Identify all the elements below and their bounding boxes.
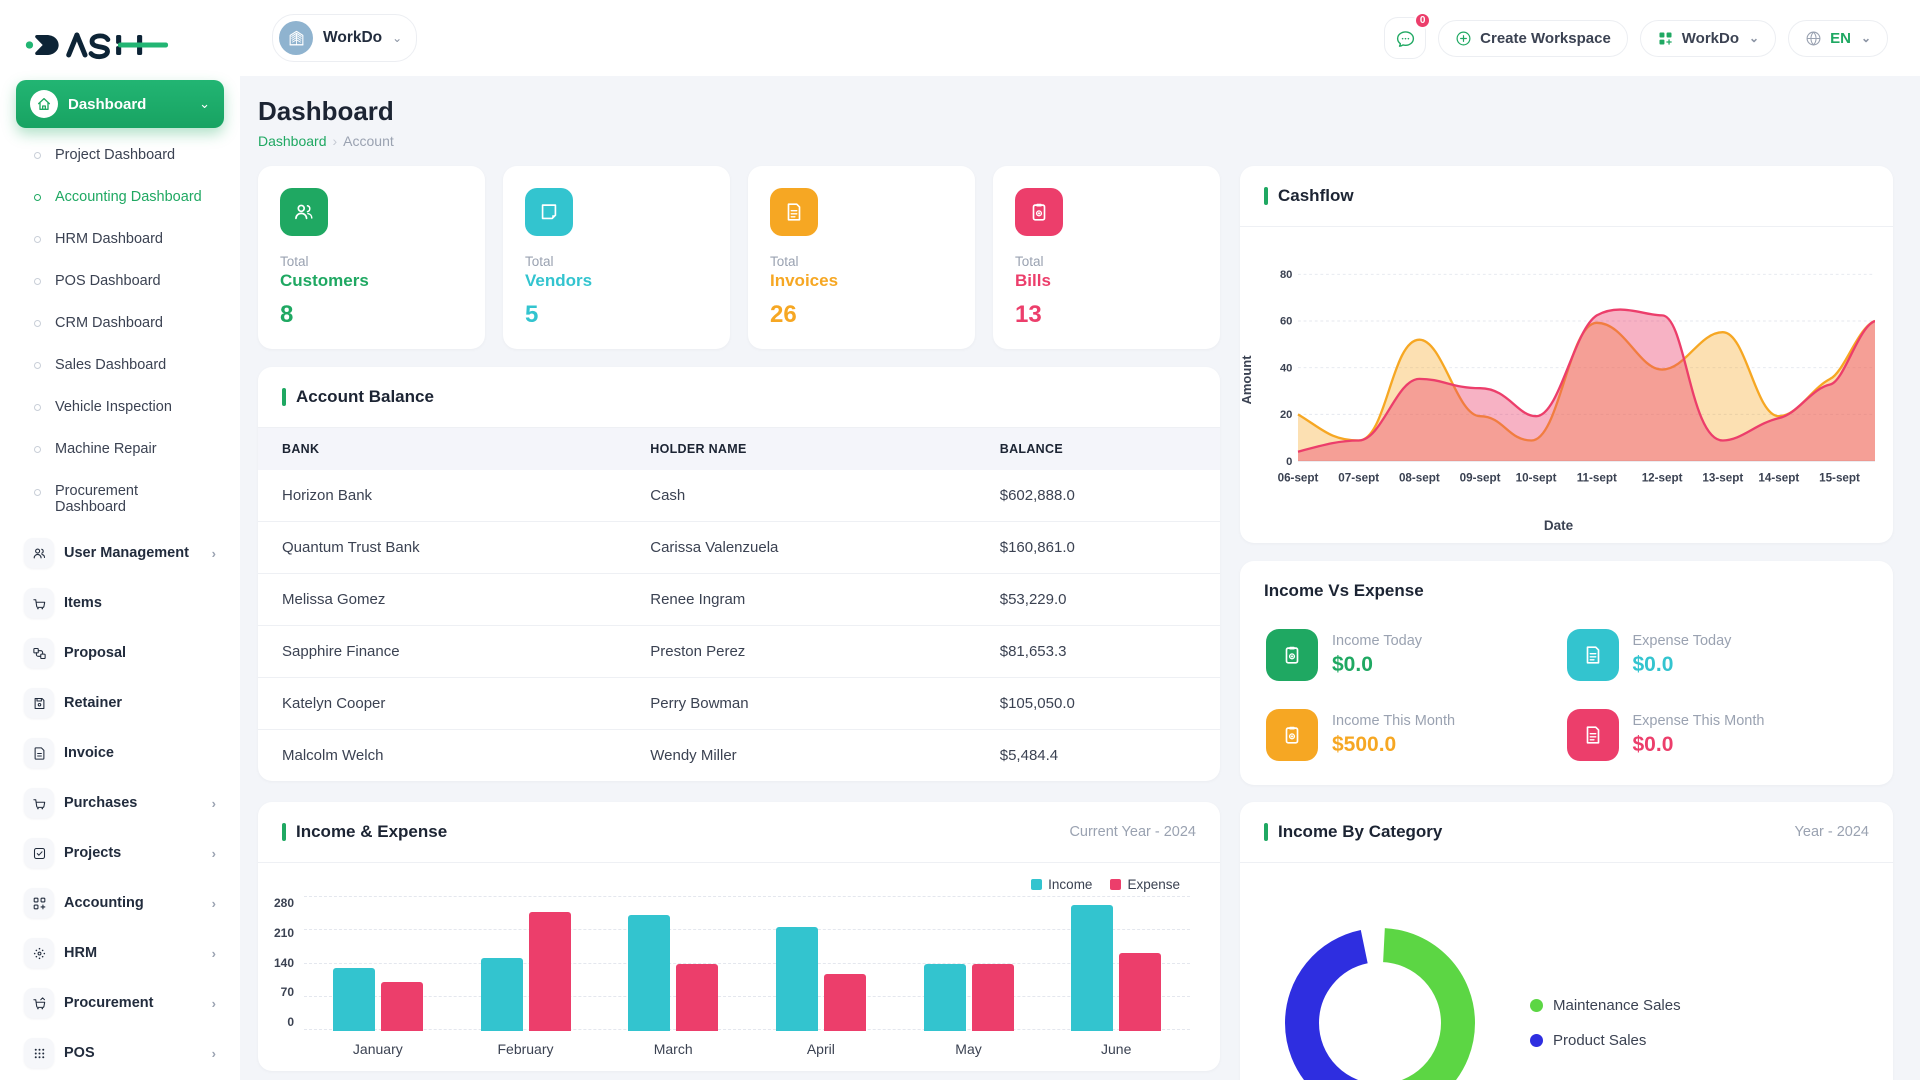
svg-text:14-sept: 14-sept <box>1758 472 1799 485</box>
svg-text:0: 0 <box>1286 456 1292 468</box>
svg-text:20: 20 <box>1280 409 1292 421</box>
svg-text:10-sept: 10-sept <box>1516 472 1557 485</box>
svg-text:07-sept: 07-sept <box>1338 472 1379 485</box>
svg-text:15-sept: 15-sept <box>1819 472 1860 485</box>
svg-text:12-sept: 12-sept <box>1642 472 1683 485</box>
svg-text:40: 40 <box>1280 362 1292 374</box>
svg-text:13-sept: 13-sept <box>1702 472 1743 485</box>
svg-text:09-sept: 09-sept <box>1460 472 1501 485</box>
svg-text:06-sept: 06-sept <box>1278 472 1319 485</box>
svg-text:60: 60 <box>1280 316 1292 328</box>
svg-text:08-sept: 08-sept <box>1399 472 1440 485</box>
svg-text:11-sept: 11-sept <box>1577 472 1617 485</box>
svg-text:80: 80 <box>1280 269 1292 281</box>
